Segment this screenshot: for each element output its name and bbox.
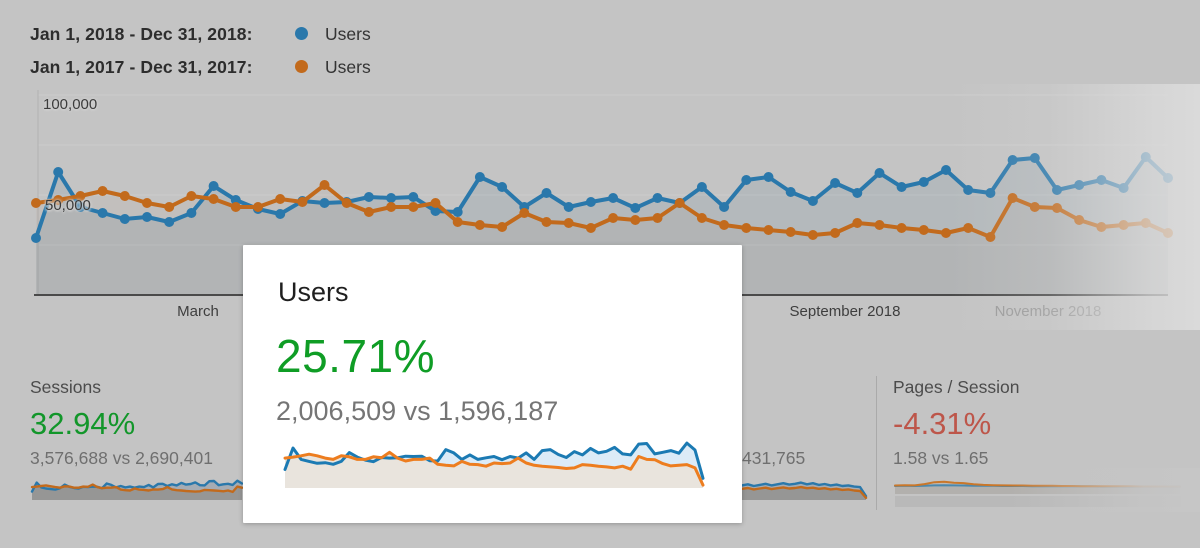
chart-right-fade-overlay (950, 84, 1200, 330)
date-range-2018-label: Jan 1, 2018 - Dec 31, 2018: (30, 24, 253, 44)
sessions-percent-change: 32.94% (30, 406, 136, 441)
series-2017-metric-label: Users (325, 57, 371, 77)
y-axis-label-50000: 50,000 (45, 197, 91, 214)
hidden-metric-sparkline (742, 481, 868, 500)
pages-per-session-title: Pages / Session (893, 377, 1020, 397)
series-2018-metric-label: Users (325, 24, 371, 44)
sessions-comparison-values: 3,576,688 vs 2,690,401 (30, 448, 213, 468)
x-axis-label-march: March (177, 303, 219, 320)
sessions-sparkline (30, 479, 244, 500)
users-metric-highlight-card[interactable]: Users 25.71% 2,006,509 vs 1,596,187 (243, 245, 742, 523)
x-axis-label-september: September 2018 (789, 303, 901, 320)
hidden-metric-partial-value: 431,765 (742, 448, 806, 468)
series-2018-dot-icon (295, 27, 308, 40)
y-axis-label-100000: 100,000 (43, 96, 98, 113)
date-range-2017-label: Jan 1, 2017 - Dec 31, 2017: (30, 57, 253, 77)
partially-hidden-metric-card[interactable]: 431,765 (742, 375, 876, 510)
users-percent-change: 25.71% (276, 330, 436, 382)
legend-row-2017: Jan 1, 2017 - Dec 31, 2017: Users (0, 56, 420, 80)
sessions-title: Sessions (30, 377, 102, 397)
sessions-metric-card[interactable]: Sessions 32.94% 3,576,688 vs 2,690,401 (30, 375, 246, 510)
pages-per-session-comparison-values: 1.58 vs 1.65 (893, 448, 989, 468)
pages-per-session-percent-change: -4.31% (893, 406, 992, 441)
legend-row-2018: Jan 1, 2018 - Dec 31, 2018: Users (0, 23, 420, 47)
scorecard-divider (876, 376, 877, 510)
users-card-title: Users (278, 277, 349, 307)
series-2017-dot-icon (295, 60, 308, 73)
users-card-sparkline (283, 441, 705, 488)
pages-sparkline-fade-overlay (1010, 468, 1200, 512)
users-comparison-values: 2,006,509 vs 1,596,187 (276, 396, 559, 426)
